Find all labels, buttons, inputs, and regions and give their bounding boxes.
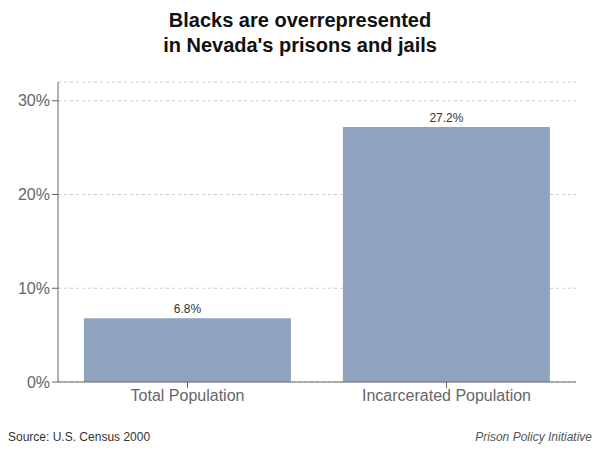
svg-text:30%: 30% (18, 92, 50, 109)
svg-text:10%: 10% (18, 280, 50, 297)
html-text:Source: U.S. Census 2000: Source: U.S. Census 2000 (8, 430, 151, 444)
svg-text:27.2%: 27.2% (429, 111, 463, 125)
svg-text:Total Population: Total Population (131, 387, 245, 404)
svg-text:Incarcerated Population: Incarcerated Population (362, 387, 531, 404)
svg-text:6.8%: 6.8% (174, 302, 202, 316)
html-text:Prison Policy Initiative: Prison Policy Initiative (475, 430, 592, 444)
svg-text:0%: 0% (27, 374, 50, 391)
html-text:Blacks are overrepresented: Blacks are overrepresented (168, 9, 432, 31)
svg-text:20%: 20% (18, 186, 50, 203)
html-text:in Nevada's prisons and jails: in Nevada's prisons and jails (163, 34, 437, 56)
